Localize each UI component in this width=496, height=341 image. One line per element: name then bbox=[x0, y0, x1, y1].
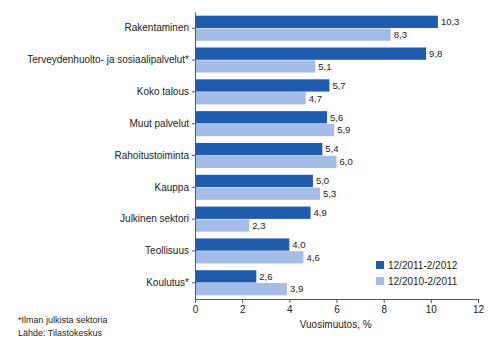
y-tick-mark bbox=[192, 28, 195, 29]
category-label: Teollisuus bbox=[145, 245, 189, 256]
footnote: *Ilman julkista sektoria bbox=[18, 315, 108, 325]
y-tick-mark bbox=[192, 155, 195, 156]
x-tick-label: 10 bbox=[426, 304, 438, 315]
x-tick-mark bbox=[431, 299, 432, 303]
y-tick-mark bbox=[192, 60, 195, 61]
y-tick: Teollisuus bbox=[145, 245, 195, 256]
x-tick-label: 4 bbox=[287, 304, 293, 315]
x-tick-label: 6 bbox=[334, 304, 340, 315]
category-label: Terveydenhuolto- ja sosiaalipalvelut* bbox=[27, 54, 189, 65]
y-axis: Rakentaminen Terveydenhuolto- ja sosiaali… bbox=[27, 13, 195, 300]
data-label: 2,6 bbox=[259, 271, 272, 282]
x-tick-mark bbox=[478, 299, 479, 303]
y-tick-mark bbox=[192, 282, 195, 283]
bar bbox=[195, 270, 256, 282]
bar bbox=[195, 60, 315, 72]
data-label: 4,7 bbox=[309, 93, 322, 104]
x-tick-mark bbox=[337, 299, 338, 303]
category-label: Koko talous bbox=[137, 86, 189, 97]
bar bbox=[195, 92, 306, 104]
bar bbox=[195, 79, 329, 91]
plot: 10,3 9,8 5,7 5,6 5,4 5,0 4,9 4,0 2,6 8,3 5,1 4,7 5,9… bbox=[27, 13, 484, 316]
x-tick-label: 2 bbox=[240, 304, 246, 315]
data-label: 4,0 bbox=[292, 239, 305, 250]
y-tick: Rakentaminen bbox=[125, 22, 195, 33]
x-axis: 0 2 4 6 8 10 12 bbox=[193, 299, 485, 315]
data-label: 5,7 bbox=[332, 80, 345, 91]
data-label: 4,9 bbox=[314, 207, 327, 218]
data-label: 3,9 bbox=[290, 283, 303, 294]
x-tick: 4 bbox=[287, 299, 293, 315]
category-label: Rahoitustoiminta bbox=[115, 150, 190, 161]
x-tick: 8 bbox=[381, 299, 387, 315]
x-tick-label: 8 bbox=[381, 304, 387, 315]
data-label: 5,4 bbox=[325, 143, 338, 154]
data-label: 5,1 bbox=[318, 61, 331, 72]
chart: 10,3 9,8 5,7 5,6 5,4 5,0 4,9 4,0 2,6 8,3 5,1 4,7 5,9… bbox=[0, 0, 496, 341]
x-tick-label: 12 bbox=[473, 304, 485, 315]
x-tick-mark bbox=[195, 299, 196, 303]
x-tick: 2 bbox=[240, 299, 246, 315]
bar bbox=[195, 251, 303, 263]
legend-label: 12/2011-2/2012 bbox=[388, 260, 458, 271]
bar bbox=[195, 111, 327, 123]
y-tick-mark bbox=[192, 219, 195, 220]
y-tick-mark bbox=[192, 91, 195, 92]
bar bbox=[195, 124, 334, 136]
bar bbox=[195, 175, 313, 187]
y-tick: Julkinen sektori bbox=[120, 213, 195, 224]
bar bbox=[195, 219, 249, 231]
legend-label: 12/2010-2/2011 bbox=[388, 276, 458, 287]
x-tick-label: 0 bbox=[193, 304, 199, 315]
x-tick: 6 bbox=[334, 299, 340, 315]
data-label: 5,6 bbox=[330, 112, 343, 123]
x-tick-mark bbox=[289, 299, 290, 303]
data-label: 9,8 bbox=[429, 48, 442, 59]
legend-swatch bbox=[376, 261, 384, 269]
bar bbox=[195, 48, 426, 60]
category-label: Muut palvelut bbox=[130, 118, 190, 129]
footnote: Lähde: Tilastokeskus bbox=[18, 328, 103, 338]
y-tick: Koko talous bbox=[137, 86, 195, 97]
data-label: 6,0 bbox=[340, 156, 353, 167]
y-tick: Muut palvelut bbox=[130, 118, 195, 129]
y-tick: Koulutus* bbox=[146, 277, 195, 288]
category-label: Kauppa bbox=[155, 182, 190, 193]
data-label: 2,3 bbox=[252, 220, 265, 231]
y-axis-line bbox=[195, 13, 196, 300]
x-tick: 12 bbox=[473, 299, 485, 315]
bar bbox=[195, 188, 320, 200]
x-tick: 10 bbox=[426, 299, 438, 315]
bar bbox=[195, 143, 322, 155]
y-tick: Terveydenhuolto- ja sosiaalipalvelut* bbox=[27, 54, 195, 65]
category-label: Rakentaminen bbox=[125, 22, 189, 33]
y-tick-mark bbox=[192, 250, 195, 251]
legend-swatch bbox=[376, 277, 384, 285]
y-tick-mark bbox=[192, 123, 195, 124]
bar bbox=[195, 238, 289, 250]
x-tick-mark bbox=[242, 299, 243, 303]
data-labels: 10,3 9,8 5,7 5,6 5,4 5,0 4,9 4,0 2,6 8,3 5,1 4,7 5,9… bbox=[252, 16, 459, 294]
category-label: Julkinen sektori bbox=[120, 213, 189, 224]
data-label: 10,3 bbox=[441, 16, 460, 27]
y-tick: Kauppa bbox=[155, 182, 195, 193]
data-label: 8,3 bbox=[394, 29, 407, 40]
x-axis-title: Vuosimuutos, % bbox=[300, 319, 372, 330]
category-label: Koulutus* bbox=[146, 277, 189, 288]
x-tick-mark bbox=[384, 299, 385, 303]
data-label: 5,9 bbox=[337, 124, 350, 135]
bar bbox=[195, 283, 287, 295]
legend: 12/2011-2/2012 12/2010-2/2011 bbox=[376, 260, 458, 287]
data-label: 4,6 bbox=[306, 252, 319, 263]
bar bbox=[195, 28, 391, 40]
bar bbox=[195, 156, 337, 168]
data-label: 5,3 bbox=[323, 188, 336, 199]
bars bbox=[195, 16, 438, 296]
bar bbox=[195, 16, 438, 28]
x-tick: 0 bbox=[193, 299, 199, 315]
y-tick-mark bbox=[192, 187, 195, 188]
y-tick: Rahoitustoiminta bbox=[115, 150, 195, 161]
bar bbox=[195, 207, 311, 219]
data-label: 5,0 bbox=[316, 175, 329, 186]
